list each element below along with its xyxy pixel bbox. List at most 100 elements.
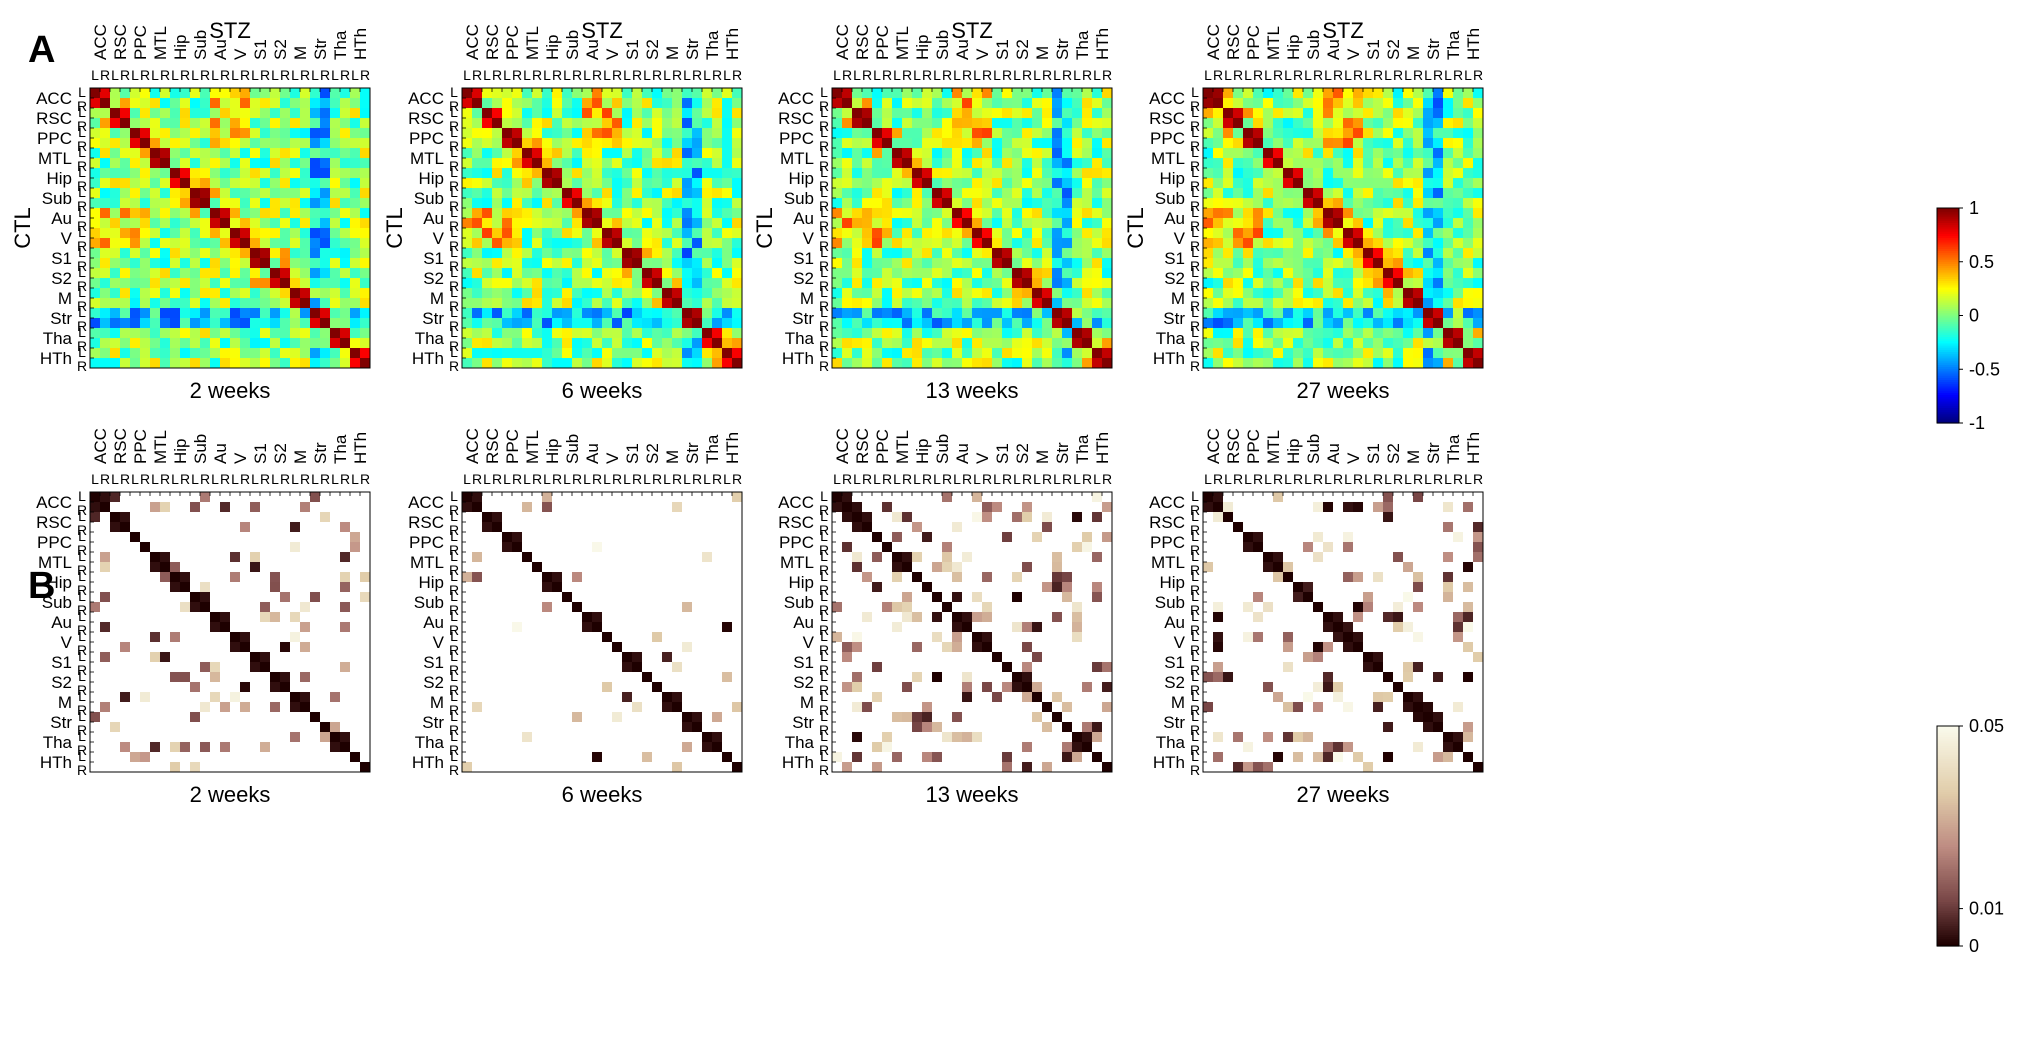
heatmap-cell — [1313, 118, 1324, 129]
heatmap-cell — [982, 148, 993, 159]
heatmap-cell — [892, 238, 903, 249]
heatmap-cell — [150, 662, 161, 673]
heatmap-cell — [1423, 118, 1434, 129]
heatmap-cell — [702, 138, 713, 149]
heatmap-cell — [200, 248, 211, 259]
heatmap-cell — [230, 642, 241, 653]
heatmap-cell — [572, 108, 583, 119]
heatmap-cell — [210, 572, 221, 583]
heatmap-cell — [592, 602, 603, 613]
region-tick-label: M — [1404, 46, 1423, 60]
heatmap-cell — [522, 502, 533, 513]
heatmap-cell — [472, 582, 483, 593]
heatmap-cell — [1283, 318, 1294, 329]
heatmap-cell — [1333, 268, 1344, 279]
heatmap-cell — [90, 522, 101, 533]
heatmap-cell — [702, 318, 713, 329]
heatmap-cell — [320, 692, 331, 703]
heatmap-cell — [572, 308, 583, 319]
heatmap-cell — [160, 722, 171, 733]
heatmap-cell — [280, 218, 291, 229]
heatmap-cell — [672, 522, 683, 533]
heatmap-cell — [130, 198, 141, 209]
heatmap-cell — [672, 338, 683, 349]
heatmap-cell — [1032, 298, 1043, 309]
heatmap-cell — [240, 592, 251, 603]
heatmap-cell — [642, 358, 653, 369]
heatmap-cell — [492, 128, 503, 139]
heatmap-cell — [250, 148, 261, 159]
heatmap-cell — [1383, 228, 1394, 239]
heatmap-cell — [1433, 238, 1444, 249]
heatmap-cell — [462, 278, 473, 289]
heatmap-cell — [1012, 238, 1023, 249]
heatmap-cell — [532, 118, 543, 129]
heatmap-cell — [632, 198, 643, 209]
heatmap-cell — [260, 118, 271, 129]
heatmap-cell — [1333, 318, 1344, 329]
heatmap-cell — [892, 168, 903, 179]
heatmap-cell — [140, 502, 151, 513]
heatmap-cell — [1353, 308, 1364, 319]
heatmap-cell — [1042, 168, 1053, 179]
heatmap-cell — [1022, 128, 1033, 139]
heatmap-cell — [280, 168, 291, 179]
hemisphere-tick-label: R — [77, 602, 87, 618]
heatmap-cell — [100, 138, 111, 149]
heatmap-cell — [330, 712, 341, 723]
heatmap-cell — [230, 692, 241, 703]
heatmap-cell — [912, 88, 923, 99]
heatmap-cell — [682, 288, 693, 299]
heatmap-cell — [220, 138, 231, 149]
heatmap-cell — [200, 502, 211, 513]
heatmap-cell — [300, 288, 311, 299]
heatmap-cell — [90, 358, 101, 369]
heatmap-cell — [732, 108, 743, 119]
heatmap-cell — [120, 582, 131, 593]
heatmap-cell — [300, 278, 311, 289]
heatmap-cell — [572, 218, 583, 229]
heatmap-cell — [1363, 278, 1374, 289]
heatmap-cell — [722, 208, 733, 219]
heatmap-cell — [1343, 228, 1354, 239]
heatmap-cell — [230, 88, 241, 99]
heatmap-cell — [1062, 358, 1073, 369]
heatmap-cell — [522, 258, 533, 269]
region-tick-label: RSC — [36, 513, 72, 532]
heatmap-cell — [300, 268, 311, 279]
heatmap-cell — [1323, 198, 1334, 209]
heatmap-cell — [150, 158, 161, 169]
heatmap-cell — [1032, 208, 1043, 219]
heatmap-cell — [1423, 228, 1434, 239]
region-tick-label: Str — [422, 309, 444, 328]
heatmap-cell — [240, 582, 251, 593]
heatmap-cell — [310, 118, 321, 129]
hemisphere-tick-label: L — [450, 184, 458, 200]
heatmap-cell — [350, 328, 361, 339]
heatmap-cell — [1203, 238, 1214, 249]
heatmap-cell — [270, 298, 281, 309]
heatmap-cell — [472, 308, 483, 319]
heatmap-cell — [1062, 138, 1073, 149]
heatmap-cell — [150, 582, 161, 593]
heatmap-cell — [962, 138, 973, 149]
heatmap-cell — [532, 258, 543, 269]
heatmap-cell — [1243, 348, 1254, 359]
heatmap-cell — [1393, 358, 1404, 369]
heatmap-cell — [280, 762, 291, 773]
heatmap-cell — [1323, 118, 1334, 129]
heatmap-cell — [200, 98, 211, 109]
heatmap-cell — [290, 562, 301, 573]
heatmap-cell — [1213, 168, 1224, 179]
heatmap-cell — [1453, 318, 1464, 329]
heatmap-cell — [602, 522, 613, 533]
heatmap-cell — [210, 208, 221, 219]
axis-title-left: CTL — [1123, 207, 1148, 249]
heatmap-cell — [1092, 208, 1103, 219]
hemisphere-tick-label: L — [78, 104, 86, 120]
heatmap-cell — [1052, 288, 1063, 299]
heatmap-cell — [1313, 188, 1324, 199]
heatmap-cell — [1323, 128, 1334, 139]
heatmap-cell — [672, 268, 683, 279]
